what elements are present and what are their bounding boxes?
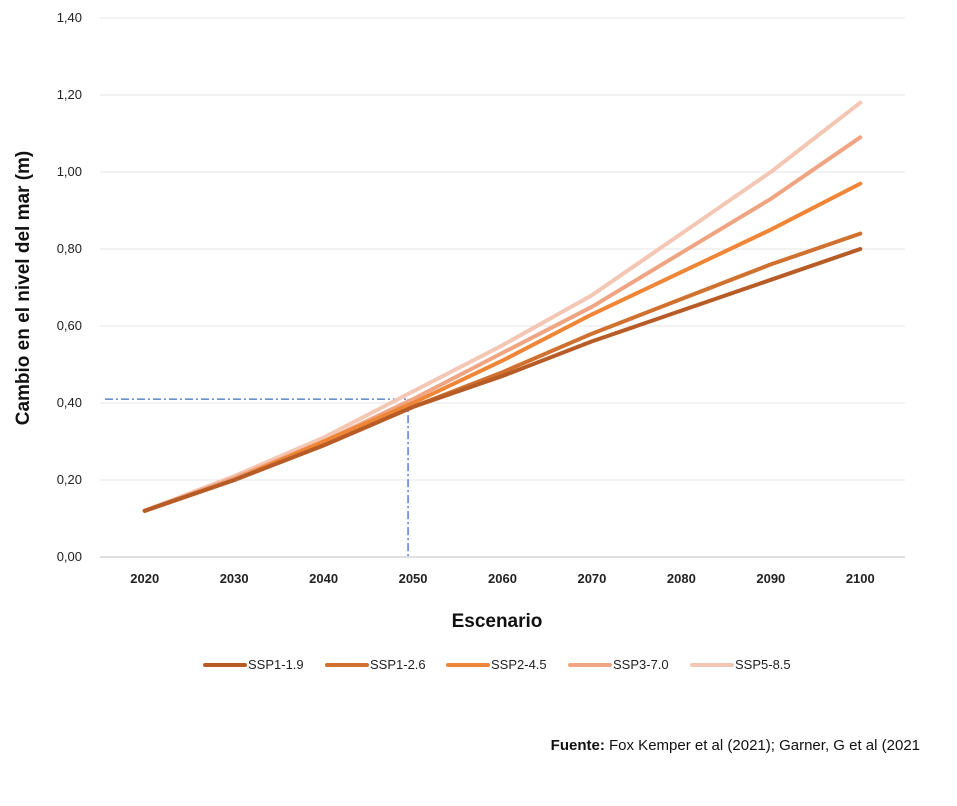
series-line-ssp1-1-9 bbox=[142, 247, 863, 513]
x-tick-label: 2030 bbox=[220, 571, 249, 586]
x-tick-label: 2070 bbox=[577, 571, 606, 586]
legend-label: SSP3-7.0 bbox=[613, 657, 669, 672]
y-tick-label: 1,20 bbox=[57, 87, 82, 102]
source-label: Fuente: bbox=[550, 737, 605, 754]
y-tick-label: 0,00 bbox=[57, 549, 82, 564]
x-tick-label: 2020 bbox=[130, 571, 159, 586]
series-line-ssp5-8-5 bbox=[142, 100, 863, 513]
x-tick-label: 2040 bbox=[309, 571, 338, 586]
y-tick-label: 0,40 bbox=[57, 395, 82, 410]
x-tick-label: 2080 bbox=[667, 571, 696, 586]
y-tick-label: 1,00 bbox=[57, 164, 82, 179]
legend-label: SSP1-1.9 bbox=[248, 657, 304, 672]
y-tick-label: 0,80 bbox=[57, 241, 82, 256]
x-tick-label: 2050 bbox=[399, 571, 428, 586]
y-tick-label: 0,60 bbox=[57, 318, 82, 333]
legend-item-ssp2-4-5: SSP2-4.5 bbox=[446, 657, 547, 672]
x-tick-label: 2100 bbox=[846, 571, 875, 586]
legend-item-ssp1-2-6: SSP1-2.6 bbox=[325, 657, 426, 672]
x-tick-label: 2090 bbox=[756, 571, 785, 586]
x-axis-ticks: 2020 2030 2040 2050 2060 2070 2080 2090 2100 bbox=[130, 571, 874, 586]
source-citation: Fuente: Fox Kemper et al (2021); Garner,… bbox=[551, 737, 920, 754]
x-axis-title: Escenario bbox=[452, 611, 543, 632]
reference-lines-2050 bbox=[105, 398, 409, 557]
series-line-ssp3-7-0 bbox=[142, 135, 863, 513]
x-tick-label: 2060 bbox=[488, 571, 517, 586]
y-axis-ticks: 0,00 0,20 0,40 0,60 0,80 1,00 1,20 1,40 bbox=[57, 10, 82, 564]
y-tick-label: 1,40 bbox=[57, 10, 82, 25]
legend-label: SSP2-4.5 bbox=[491, 657, 547, 672]
legend: SSP1-1.9 SSP1-2.6 SSP2-4.5 SSP3-7.0 SSP5-8.5 bbox=[203, 657, 791, 672]
legend-label: SSP1-2.6 bbox=[370, 657, 426, 672]
legend-label: SSP5-8.5 bbox=[735, 657, 791, 672]
y-axis-title: Cambio en el nivel del mar (m) bbox=[13, 151, 34, 426]
y-tick-label: 0,20 bbox=[57, 472, 82, 487]
series-lines bbox=[142, 100, 863, 513]
legend-item-ssp1-1-9: SSP1-1.9 bbox=[203, 657, 304, 672]
legend-item-ssp5-8-5: SSP5-8.5 bbox=[690, 657, 791, 672]
source-text: Fox Kemper et al (2021); Garner, G et al… bbox=[604, 737, 920, 754]
gridlines bbox=[100, 17, 905, 558]
legend-item-ssp3-7-0: SSP3-7.0 bbox=[568, 657, 669, 672]
